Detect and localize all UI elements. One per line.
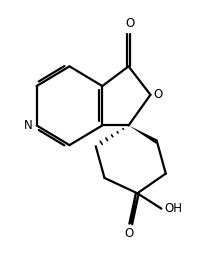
Text: OH: OH <box>165 202 183 215</box>
Polygon shape <box>129 125 158 144</box>
Polygon shape <box>129 193 137 224</box>
Text: O: O <box>154 88 163 101</box>
Text: O: O <box>125 17 134 30</box>
Text: O: O <box>124 227 133 240</box>
Text: N: N <box>24 119 33 132</box>
